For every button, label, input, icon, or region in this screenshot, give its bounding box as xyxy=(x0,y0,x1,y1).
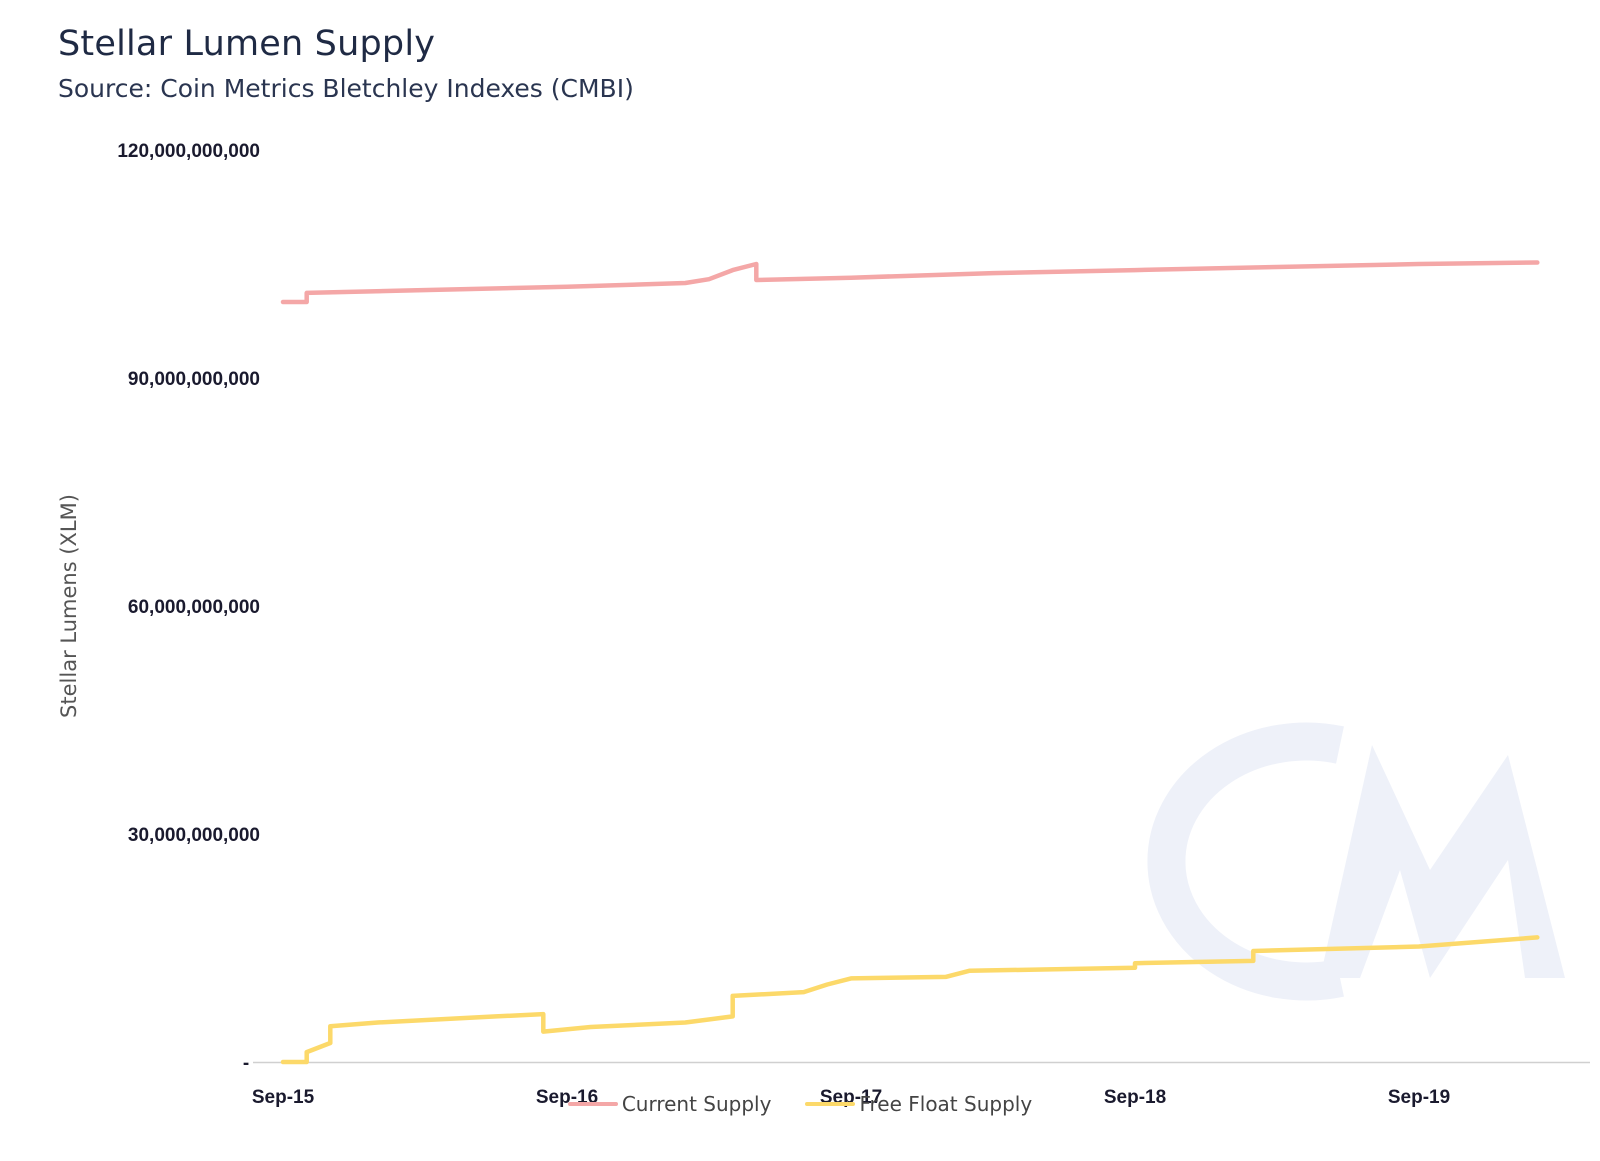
chart-subtitle: Source: Coin Metrics Bletchley Indexes (… xyxy=(58,74,634,103)
legend-item-current-supply: Current Supply xyxy=(567,1092,772,1116)
legend-label-free-float-supply: Free Float Supply xyxy=(859,1092,1033,1116)
series-line-current-supply xyxy=(280,260,1540,305)
x-tick-label: Sep-15 xyxy=(252,1087,315,1108)
x-tick-label: Sep-19 xyxy=(1388,1087,1450,1108)
watermark-m-shape xyxy=(1320,745,1565,978)
cm-watermark-logo xyxy=(1147,722,1565,1001)
y-axis-ticks: - 30,000,000,000 60,000,000,000 90,000,000,… xyxy=(117,141,260,1074)
x-tick-label: Sep-18 xyxy=(1104,1087,1166,1108)
legend-label-current-supply: Current Supply xyxy=(621,1092,772,1116)
chart-title: Stellar Lumen Supply xyxy=(58,24,436,64)
series-line-free-float-supply xyxy=(280,935,1540,1065)
y-axis-title: Stellar Lumens (XLM) xyxy=(57,494,81,718)
watermark-c-shape xyxy=(1147,722,1344,1001)
y-tick-label: 60,000,000,000 xyxy=(128,597,260,618)
y-tick-label: 30,000,000,000 xyxy=(128,825,260,846)
series-lines xyxy=(280,260,1540,1065)
legend-item-free-float-supply: Free Float Supply xyxy=(805,1092,1032,1116)
y-tick-label: 90,000,000,000 xyxy=(128,369,260,390)
legend-swatch-current-supply xyxy=(567,1102,618,1106)
y-tick-label: 120,000,000,000 xyxy=(117,141,260,162)
x-axis-ticks: Sep-15 Sep-16 Sep-17 Sep-18 Sep-19 xyxy=(252,1087,1450,1108)
legend: Current Supply Free Float Supply xyxy=(0,1092,1600,1116)
legend-swatch-free-float-supply xyxy=(805,1102,856,1106)
y-tick-label: - xyxy=(243,1053,249,1074)
